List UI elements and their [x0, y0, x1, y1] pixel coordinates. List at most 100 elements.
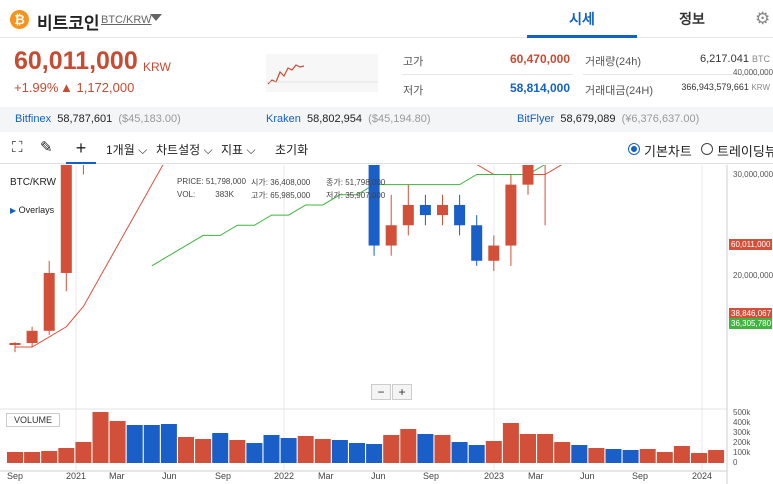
price-chart[interactable]	[0, 165, 773, 484]
current-price-tag: 60,011,000	[729, 239, 772, 250]
gear-icon[interactable]: ⚙	[755, 9, 771, 28]
volume-tick-label: 200k	[733, 438, 751, 447]
exchange-row: Bitfinex 58,787,601 ($45,183.00) Kraken …	[0, 107, 773, 132]
overlays-toggle[interactable]: ▶ Overlays	[10, 205, 54, 215]
period-label: 1개월	[106, 143, 135, 157]
exchange-price: 58,802,954	[306, 113, 363, 125]
crosshair-icon[interactable]: +	[66, 134, 96, 164]
chevron-down-icon: ⌵	[246, 143, 256, 157]
volume-bar	[349, 443, 365, 463]
volume-bar	[502, 423, 519, 463]
change-percent: +1.99%	[14, 80, 59, 95]
exchange-bitflyer[interactable]: BitFlyer 58,679,089 (¥6,376,637.00)	[517, 113, 699, 125]
volume-bar	[434, 435, 451, 463]
chart-settings-button[interactable]: 차트설정 ⌵	[156, 141, 213, 158]
volume-bar	[622, 450, 639, 463]
info-open: 36,408,000	[270, 178, 311, 187]
indicators-button[interactable]: 지표 ⌵	[221, 141, 256, 158]
info-low-label: 저가:	[326, 191, 343, 200]
candle-body	[43, 272, 55, 331]
basic-chart-label[interactable]: 기본차트	[644, 144, 692, 159]
ohlc-info-open: 시가: 36,408,000	[251, 177, 310, 188]
high-value: 60,470,000	[509, 52, 570, 66]
volume-bar	[160, 424, 177, 463]
time-tick-label: 2024	[692, 471, 713, 481]
tab-info[interactable]: 정보	[679, 11, 705, 27]
chart-symbol: BTC/KRW	[10, 177, 56, 188]
exchange-name: Bitfinex	[15, 113, 52, 125]
top-header: ₿ 비트코인 BTC/KRW 시세 정보 ⚙	[0, 0, 773, 38]
candle-body	[419, 204, 431, 216]
overlays-label: Overlays	[18, 205, 55, 215]
chart-toolbar: ⛶ ✎ + 1개월 ⌵ 차트설정 ⌵ 지표 ⌵ 초기화 기본차트 트레이딩뷰	[0, 134, 773, 164]
zoom-in-button[interactable]: +	[392, 384, 412, 400]
ma-short-line	[15, 165, 563, 348]
time-tick-label: Jun	[371, 471, 386, 481]
volume-bar	[246, 443, 263, 463]
fullscreen-icon[interactable]: ⛶	[12, 139, 23, 156]
info-price-label: PRICE:	[177, 177, 204, 186]
exchange-usd: ($45,183.00)	[118, 113, 181, 125]
volume-bar	[673, 446, 690, 463]
triangle-right-icon: ▶	[10, 206, 17, 215]
volume-bar	[366, 444, 383, 463]
volume-bar	[417, 434, 434, 463]
candle-body	[9, 342, 21, 346]
time-tick-label: 2022	[274, 471, 295, 481]
ohlc-info-high: 고가: 65,985,000	[251, 190, 310, 201]
exchange-name: BitFlyer	[517, 113, 555, 125]
volume-bar	[75, 442, 92, 463]
ohlc-info: PRICE: 51,798,000	[177, 177, 246, 186]
ma-long-tag: 36,305,780	[729, 318, 772, 329]
volume-bar	[520, 434, 536, 463]
coin-name: 비트코인	[37, 14, 100, 33]
time-tick-label: Sep	[423, 471, 440, 481]
zoom-out-button[interactable]: −	[371, 384, 391, 400]
tab-market[interactable]: 시세	[527, 0, 637, 38]
coin-pair[interactable]: BTC/KRW	[101, 14, 152, 26]
trading-view-label[interactable]: 트레이딩뷰	[717, 144, 773, 159]
chevron-down-icon[interactable]	[150, 14, 162, 21]
period-select[interactable]: 1개월 ⌵	[106, 141, 147, 158]
candle-body	[488, 245, 500, 261]
price-tick-label: 30,000,000	[733, 169, 773, 179]
exchange-name: Kraken	[266, 113, 301, 125]
volume-bar	[280, 438, 297, 463]
ma-short-tag: 38,846,067	[729, 308, 772, 319]
amount-value: 366,943,579,661	[681, 82, 749, 92]
volume-tick-label: 100k	[733, 448, 751, 457]
volume-bar	[41, 451, 58, 463]
volume-bar	[383, 435, 400, 463]
volume-bar	[195, 439, 212, 463]
low-value: 58,814,000	[509, 81, 570, 95]
time-tick-label: 2021	[66, 471, 87, 481]
exchange-bitfinex[interactable]: Bitfinex 58,787,601 ($45,183.00)	[15, 113, 181, 125]
divider	[583, 74, 770, 75]
volume-bar	[24, 452, 41, 463]
candle-body	[505, 184, 517, 246]
price-unit: KRW	[143, 60, 171, 74]
volume-tick-label: 300k	[733, 428, 751, 437]
volume-bar	[229, 440, 246, 463]
time-tick-label: Jun	[580, 471, 595, 481]
volume-bar	[571, 445, 588, 463]
volume-label[interactable]: VOLUME	[6, 413, 60, 427]
time-tick-label: Mar	[528, 471, 544, 481]
volume-bar	[537, 434, 554, 463]
indicators-label: 지표	[221, 143, 244, 157]
trading-view-radio[interactable]	[701, 143, 713, 155]
info-open-label: 시가:	[251, 178, 268, 187]
exchange-kraken[interactable]: Kraken 58,802,954 ($45,194.80)	[266, 113, 431, 125]
volume-tick-label: 0	[733, 458, 738, 467]
volume-bar	[588, 448, 605, 463]
pencil-icon[interactable]: ✎	[40, 139, 53, 156]
volume-bar	[314, 439, 331, 463]
info-price: 51,798,000	[205, 177, 246, 186]
basic-chart-radio[interactable]	[628, 143, 640, 155]
exchange-usd: (¥6,376,637.00)	[621, 113, 700, 125]
ohlc-info-vol: VOL: 383K	[177, 190, 234, 199]
volume-tick-label: 500k	[733, 408, 751, 417]
volume-bar	[639, 449, 656, 463]
reset-button[interactable]: 초기화	[275, 143, 309, 157]
info-vol-label: VOL:	[177, 190, 196, 199]
